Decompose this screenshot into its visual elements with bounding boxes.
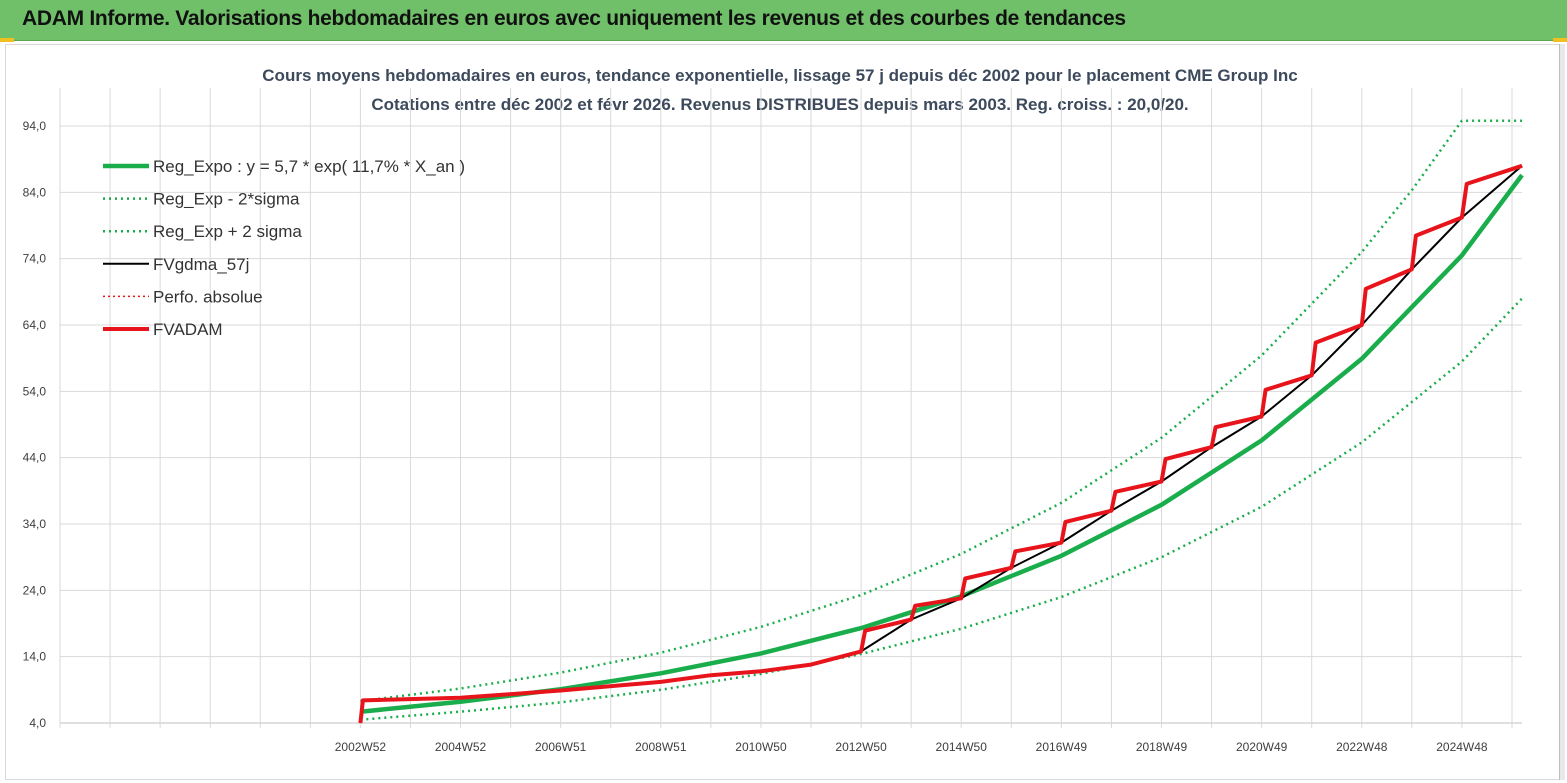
corner-mark-left [0,38,14,42]
x-tick-label: 2006W51 [535,740,587,754]
legend-label: Reg_Exp + 2 sigma [153,222,302,241]
grid-lines [59,88,1522,728]
y-tick-label: 4,0 [29,716,46,730]
y-axis-ticks: 4,0 14,0 24,0 34,0 44,0 54,0 64,0 74,0 84,0 94,0 [23,119,47,730]
chart-title-line-1: Cours moyens hebdomadaires en euros, ten… [262,66,1297,85]
report-title: ADAM Informe. Valorisations hebdomadaire… [22,7,1126,30]
y-tick-label: 54,0 [23,384,47,398]
x-tick-label: 2014W50 [936,740,988,754]
legend-label: Reg_Exp - 2*sigma [153,190,300,209]
x-tick-label: 2020W49 [1236,740,1288,754]
x-tick-label: 2016W49 [1036,740,1088,754]
x-tick-label: 2008W51 [635,740,687,754]
x-tick-label: 2024W48 [1436,740,1488,754]
legend-label: Reg_Expo : y = 5,7 * exp( 11,7% * X_an ) [153,157,465,176]
x-tick-label: 2002W52 [335,740,387,754]
series-lines [358,119,1524,724]
legend-label: FVADAM [153,320,223,339]
x-axis-ticks: 2002W52 2004W52 2006W51 2008W51 2010W50 2012W… [335,740,1488,754]
series-line-perfo-absolue [359,165,1523,724]
legend-label: Perfo. absolue [153,287,263,306]
x-tick-label: 2022W48 [1336,740,1388,754]
legend-label: FVgdma_57j [153,255,249,274]
x-tick-label: 2004W52 [435,740,487,754]
y-tick-label: 34,0 [23,517,47,531]
x-tick-label: 2010W50 [735,740,787,754]
y-tick-label: 94,0 [23,119,47,133]
y-tick-label: 84,0 [23,185,47,199]
corner-mark-right [1553,38,1567,42]
y-tick-label: 14,0 [23,650,47,664]
chart-right-border [1559,44,1565,780]
chart-area [5,44,1562,780]
series-line-reg-exp-2-sigma [360,119,1522,703]
series-line-reg-expo-y-5-7-exp-11-7-x-an [360,173,1524,714]
legend: Reg_Expo : y = 5,7 * exp( 11,7% * X_an )… [103,157,465,339]
x-tick-label: 2018W49 [1136,740,1188,754]
y-tick-label: 74,0 [23,252,47,266]
y-tick-label: 64,0 [23,318,47,332]
report-header: ADAM Informe. Valorisations hebdomadaire… [0,0,1567,41]
series-line-fvgdma-57j [359,165,1523,724]
y-tick-label: 24,0 [23,583,47,597]
x-tick-label: 2012W50 [835,740,887,754]
chart-title-line-2: Cotations entre déc 2002 et févr 2026. R… [371,95,1188,114]
y-tick-label: 44,0 [23,451,47,465]
series-line-fvadam [358,163,1523,724]
